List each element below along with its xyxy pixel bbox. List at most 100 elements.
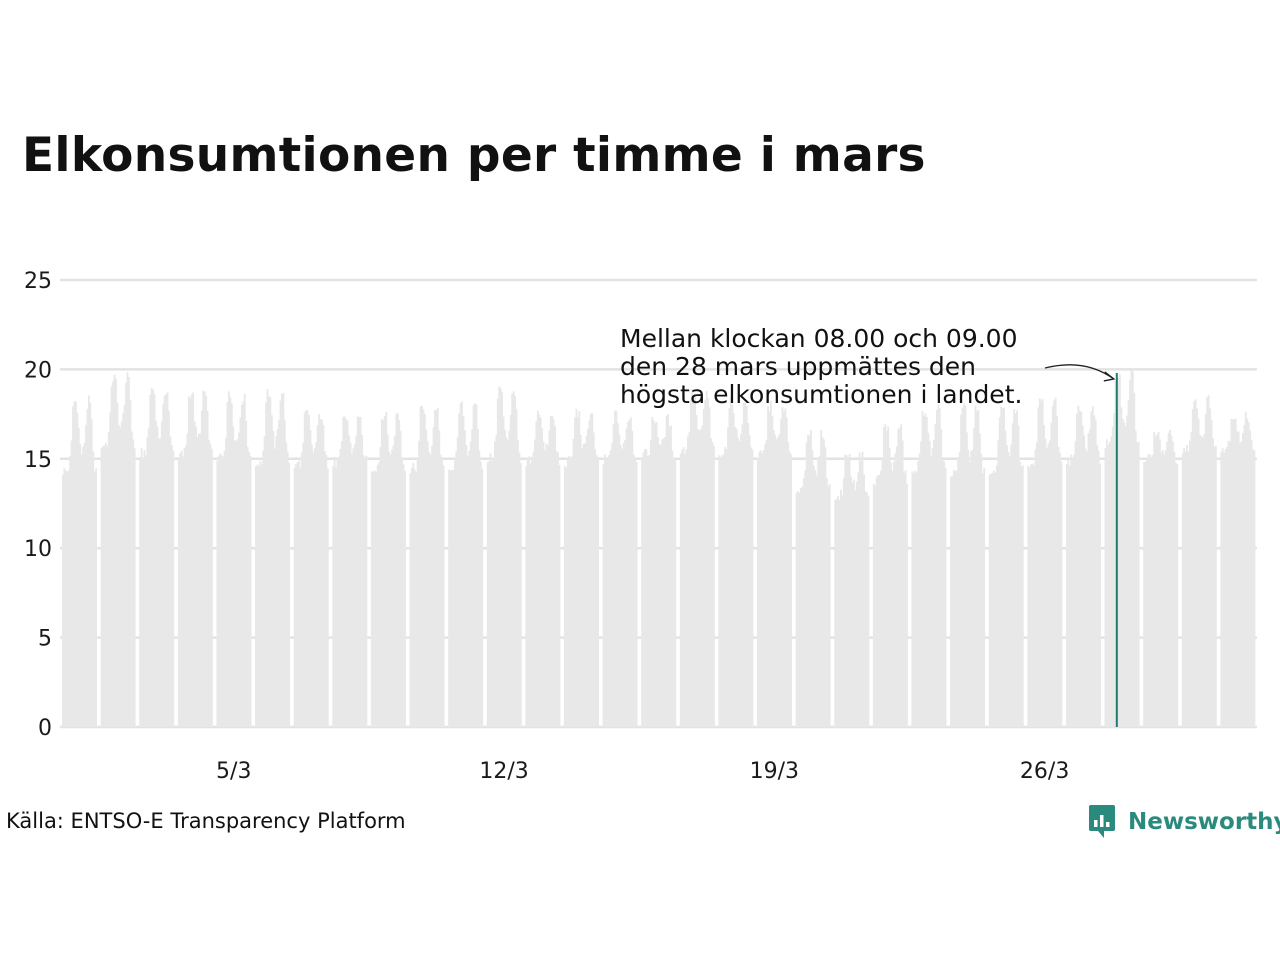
hour-bar <box>119 427 122 727</box>
hour-bar <box>315 442 318 727</box>
hour-bar <box>362 455 365 727</box>
hour-bar <box>310 444 313 727</box>
hour-bar <box>525 465 528 727</box>
hour-bar <box>429 454 432 727</box>
hour-bar <box>805 442 808 727</box>
hour-bar <box>1239 443 1241 727</box>
hour-bar <box>1163 454 1166 727</box>
hour-bar <box>894 452 897 727</box>
hour-bar <box>1057 446 1060 727</box>
hour-bar <box>936 409 938 727</box>
hour-bar <box>618 434 621 727</box>
hour-bar <box>69 455 72 727</box>
hour-bar <box>904 470 907 727</box>
hour-bar <box>529 463 532 727</box>
hour-bar <box>890 462 893 727</box>
hour-bar <box>1130 370 1133 727</box>
hour-bar <box>742 402 745 727</box>
hour-bar <box>865 492 868 727</box>
hour-bar <box>621 448 624 727</box>
hour-bar <box>186 433 189 727</box>
hour-bar <box>1076 413 1078 727</box>
hour-bar <box>393 435 396 727</box>
hour-bar <box>1094 419 1097 727</box>
hour-bar <box>911 471 914 727</box>
hour-bar <box>772 430 775 727</box>
hour-bar <box>1038 398 1041 727</box>
hour-bar <box>270 415 273 727</box>
hour-bar <box>1143 462 1145 727</box>
hour-bar <box>452 470 455 727</box>
hour-bar <box>62 474 64 727</box>
hour-bar <box>974 405 977 727</box>
hour-bar <box>262 450 265 727</box>
hour-bar <box>940 429 943 727</box>
hour-bar <box>1017 425 1020 727</box>
hour-bar <box>518 452 521 727</box>
hour-bar <box>205 395 208 727</box>
hour-bar <box>872 483 875 727</box>
hour-bar <box>1111 426 1114 727</box>
hour-bar <box>286 451 289 727</box>
hour-bar <box>1003 407 1005 727</box>
hour-bar <box>915 472 918 727</box>
hour-bar <box>880 470 882 727</box>
hour-bar <box>109 412 112 727</box>
hour-bar <box>920 441 922 727</box>
hour-bar <box>316 424 319 727</box>
hour-bar <box>893 461 895 727</box>
x-tick-label: 5/3 <box>216 759 251 784</box>
hour-bar <box>797 491 799 727</box>
hour-bar <box>1087 432 1090 727</box>
hour-bar <box>668 426 671 727</box>
hour-bar <box>608 455 611 727</box>
hour-bar <box>993 470 995 727</box>
hour-bar <box>694 396 697 727</box>
hour-bar <box>1131 371 1134 727</box>
hour-bar <box>592 432 595 727</box>
hour-bar <box>1089 429 1091 727</box>
hour-bar <box>419 406 422 727</box>
hour-bar <box>777 436 780 727</box>
hour-bar <box>396 412 399 727</box>
hour-bar <box>125 382 127 727</box>
hour-bar <box>762 450 765 727</box>
hour-bar <box>1224 449 1227 727</box>
hour-bar <box>1080 411 1083 727</box>
hour-bar <box>132 439 135 727</box>
hour-bar <box>269 397 272 727</box>
hour-bar <box>209 444 212 727</box>
hour-bar <box>79 443 82 727</box>
hour-bar <box>182 456 185 727</box>
hour-bar <box>295 464 297 727</box>
hour-bar <box>635 462 638 727</box>
hour-bar <box>404 471 406 727</box>
hour-bar <box>104 442 107 727</box>
hour-bar <box>787 442 790 727</box>
hour-bar <box>1065 464 1068 727</box>
hour-bar <box>1223 452 1226 727</box>
hour-bar <box>198 433 200 727</box>
hour-bar <box>799 488 802 727</box>
hour-bar <box>165 394 168 727</box>
hour-bar <box>1034 449 1037 727</box>
hour-bar <box>233 440 236 727</box>
hour-bar <box>571 456 574 727</box>
hour-bar <box>278 419 280 727</box>
hour-bar <box>255 465 257 727</box>
hour-bar <box>150 387 153 727</box>
hour-bar <box>83 443 86 727</box>
hour-bar <box>335 467 338 727</box>
hour-bar <box>667 414 669 727</box>
hour-bar <box>574 417 576 727</box>
hour-bar <box>897 428 900 727</box>
hour-bar <box>229 397 232 727</box>
hour-bar <box>1157 432 1160 727</box>
hour-bar <box>1099 463 1101 727</box>
hour-bar <box>1093 415 1096 727</box>
hour-bar <box>546 445 549 727</box>
hour-bar <box>759 450 762 727</box>
hour-bar <box>183 447 186 727</box>
hour-bar <box>89 402 92 727</box>
hour-bar <box>838 500 841 727</box>
